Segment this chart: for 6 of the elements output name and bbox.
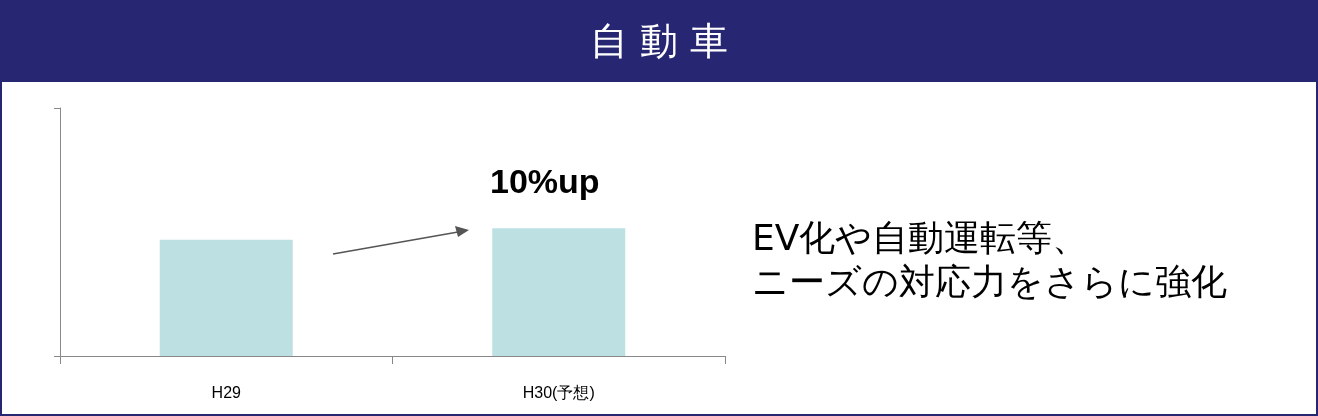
- text: EV化や自動運転等、: [752, 216, 1089, 260]
- text: 10%up: [490, 162, 600, 201]
- x-tick-label: H29: [211, 383, 242, 401]
- chart-title: 自 動 車: [0, 0, 1318, 82]
- x-tick-label: H30(予想): [522, 383, 595, 401]
- text: ニーズの対応力をさらに強化: [752, 260, 1227, 304]
